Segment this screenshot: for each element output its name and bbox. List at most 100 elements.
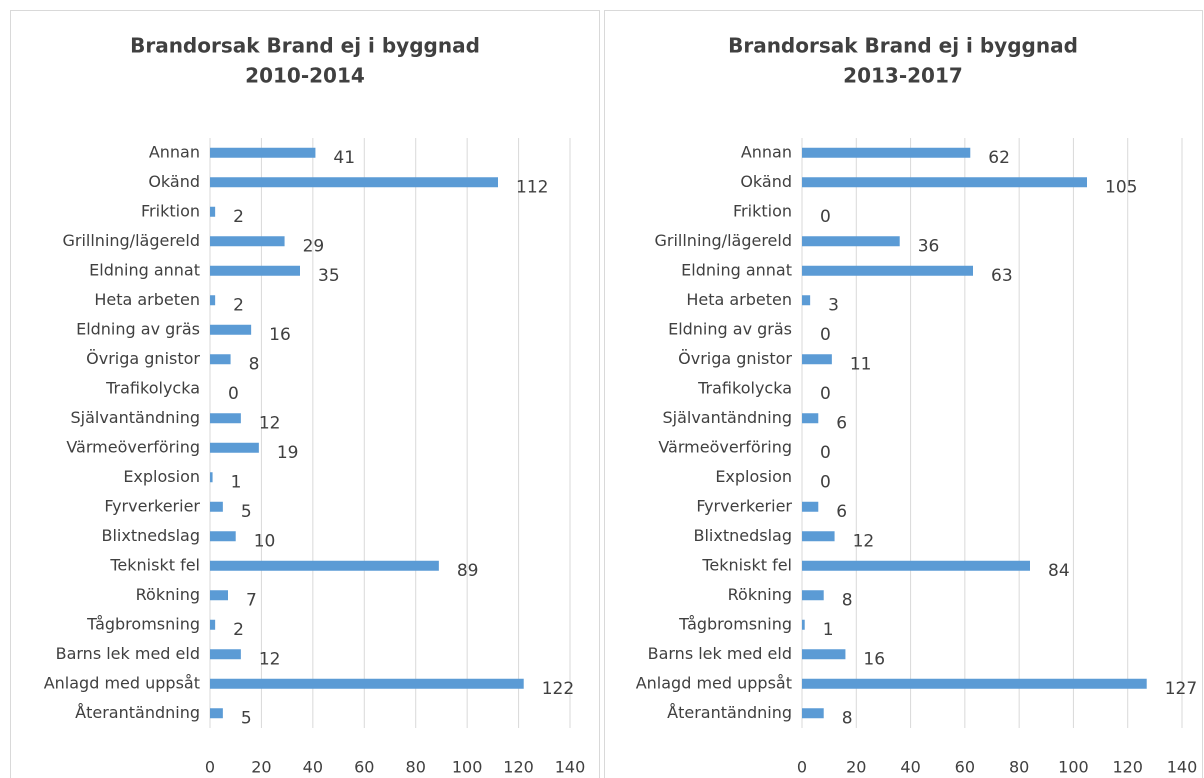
y-tick-label: Friktion	[141, 201, 200, 220]
bar	[802, 560, 1030, 571]
bar	[210, 265, 300, 276]
value-label: 7	[246, 590, 257, 610]
y-tick-label: Grillning/lägereld	[62, 231, 200, 250]
y-tick-label: Fyrverkerier	[104, 496, 200, 515]
y-tick-label: Tågbromsning	[86, 614, 200, 633]
y-tick-label: Okänd	[740, 172, 792, 191]
panel	[604, 10, 1203, 778]
value-label: 6	[836, 502, 847, 522]
value-label: 8	[842, 708, 853, 728]
x-tick-label: 40	[303, 758, 323, 777]
y-tick-label: Barns lek med eld	[648, 644, 792, 663]
value-label: 0	[820, 325, 831, 345]
value-label: 122	[542, 679, 574, 699]
value-label: 63	[991, 266, 1013, 286]
x-tick-label: 20	[251, 758, 271, 777]
y-tick-label: Självantändning	[70, 408, 200, 427]
value-label: 5	[241, 708, 252, 728]
y-tick-label: Anlagd med uppsåt	[44, 673, 200, 692]
y-tick-label: Trafikolycka	[105, 378, 200, 397]
x-tick-label: 0	[205, 758, 215, 777]
value-label: 16	[863, 649, 885, 669]
bar	[802, 590, 824, 601]
y-tick-label: Blixtnedslag	[102, 526, 201, 545]
x-tick-label: 0	[797, 758, 807, 777]
value-label: 12	[259, 649, 281, 669]
y-tick-label: Eldning av gräs	[668, 319, 792, 338]
value-label: 12	[853, 531, 875, 551]
bar	[210, 324, 252, 335]
y-tick-label: Självantändning	[662, 408, 792, 427]
bar	[802, 678, 1147, 689]
y-tick-label: Grillning/lägereld	[654, 231, 792, 250]
bar	[210, 501, 223, 512]
bar	[210, 708, 223, 719]
bar	[210, 590, 228, 601]
y-tick-label: Blixtnedslag	[694, 526, 793, 545]
bar	[210, 295, 216, 306]
value-label: 8	[842, 590, 853, 610]
x-tick-label: 60	[955, 758, 975, 777]
x-tick-label: 120	[1112, 758, 1143, 777]
y-tick-label: Barns lek med eld	[56, 644, 200, 663]
x-tick-label: 120	[503, 758, 534, 777]
bar	[210, 206, 216, 217]
bar	[802, 147, 971, 158]
bar	[802, 649, 846, 660]
y-tick-label: Explosion	[715, 467, 792, 486]
bar	[802, 531, 835, 542]
bar	[210, 236, 285, 247]
value-label: 0	[820, 207, 831, 227]
chart-title: 2013-2017	[843, 64, 963, 88]
value-label: 6	[836, 413, 847, 433]
y-tick-label: Okänd	[148, 172, 200, 191]
y-tick-label: Återantändning	[667, 703, 792, 722]
bar	[210, 619, 216, 630]
x-tick-label: 140	[1167, 758, 1198, 777]
value-label: 62	[988, 148, 1010, 168]
value-label: 0	[228, 384, 239, 404]
x-tick-label: 20	[846, 758, 866, 777]
value-label: 2	[233, 207, 244, 227]
y-tick-label: Annan	[149, 142, 200, 161]
bar	[210, 531, 236, 542]
value-label: 10	[254, 531, 276, 551]
bar	[802, 708, 824, 719]
value-label: 11	[850, 354, 872, 374]
y-tick-label: Värmeöverföring	[658, 437, 792, 456]
bar	[210, 649, 241, 660]
y-tick-label: Övriga gnistor	[86, 349, 200, 368]
chart-title: 2010-2014	[245, 64, 365, 88]
y-tick-label: Eldning annat	[89, 260, 200, 279]
value-label: 12	[259, 413, 281, 433]
bar	[802, 177, 1087, 188]
value-label: 2	[233, 620, 244, 640]
chart-title: Brandorsak Brand ej i byggnad	[728, 34, 1078, 58]
y-tick-label: Fyrverkerier	[696, 496, 792, 515]
bar	[210, 177, 498, 188]
y-tick-label: Tekniskt fel	[701, 555, 792, 574]
x-tick-label: 80	[406, 758, 426, 777]
value-label: 105	[1105, 177, 1137, 197]
value-label: 1	[823, 620, 834, 640]
panel	[10, 10, 600, 778]
bar	[210, 413, 241, 424]
bar	[210, 147, 316, 158]
bar	[802, 265, 973, 276]
y-tick-label: Återantändning	[75, 703, 200, 722]
value-label: 1	[231, 472, 242, 492]
bar	[210, 354, 231, 365]
value-label: 35	[318, 266, 340, 286]
bar	[210, 560, 439, 571]
value-label: 36	[918, 236, 940, 256]
x-tick-label: 40	[900, 758, 920, 777]
value-label: 19	[277, 443, 299, 463]
value-label: 89	[457, 561, 479, 581]
y-tick-label: Annan	[741, 142, 792, 161]
y-tick-label: Tågbromsning	[678, 614, 792, 633]
x-tick-label: 100	[452, 758, 483, 777]
bar	[210, 678, 524, 689]
value-label: 2	[233, 295, 244, 315]
y-tick-label: Tekniskt fel	[109, 555, 200, 574]
